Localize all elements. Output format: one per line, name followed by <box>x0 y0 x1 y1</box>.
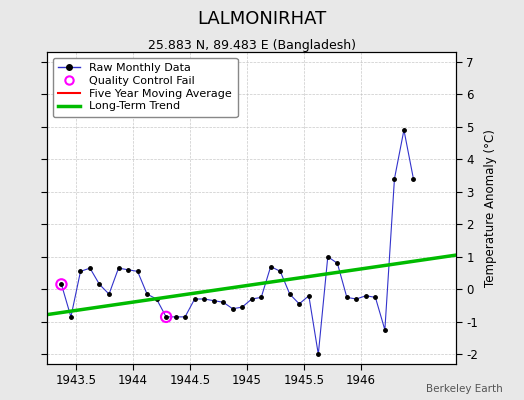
Raw Monthly Data <box>154 297 160 302</box>
Raw Monthly Data <box>230 306 236 311</box>
Raw Monthly Data <box>125 267 131 272</box>
Raw Monthly Data <box>201 297 208 302</box>
Raw Monthly Data <box>135 269 141 274</box>
Raw Monthly Data <box>172 314 179 319</box>
Raw Monthly Data <box>248 297 255 302</box>
Legend: Raw Monthly Data, Quality Control Fail, Five Year Moving Average, Long-Term Tren: Raw Monthly Data, Quality Control Fail, … <box>53 58 238 117</box>
Raw Monthly Data <box>182 314 188 319</box>
Raw Monthly Data <box>315 352 321 357</box>
Raw Monthly Data <box>115 266 122 270</box>
Raw Monthly Data <box>305 293 312 298</box>
Raw Monthly Data <box>211 298 217 303</box>
Raw Monthly Data <box>401 128 407 132</box>
Text: Berkeley Earth: Berkeley Earth <box>427 384 503 394</box>
Raw Monthly Data <box>334 261 341 266</box>
Raw Monthly Data <box>363 293 369 298</box>
Raw Monthly Data <box>258 295 265 300</box>
Quality Control Fail <box>162 314 170 320</box>
Raw Monthly Data <box>163 314 169 319</box>
Raw Monthly Data <box>68 314 74 319</box>
Raw Monthly Data <box>58 282 64 287</box>
Line: Raw Monthly Data: Raw Monthly Data <box>60 128 415 356</box>
Raw Monthly Data <box>353 297 359 302</box>
Raw Monthly Data <box>144 292 150 296</box>
Raw Monthly Data <box>287 292 293 296</box>
Raw Monthly Data <box>410 176 417 181</box>
Raw Monthly Data <box>325 254 331 259</box>
Quality Control Fail <box>57 281 66 288</box>
Raw Monthly Data <box>381 328 388 332</box>
Raw Monthly Data <box>391 176 398 181</box>
Raw Monthly Data <box>96 282 103 287</box>
Raw Monthly Data <box>277 269 283 274</box>
Text: LALMONIRHAT: LALMONIRHAT <box>198 10 326 28</box>
Raw Monthly Data <box>296 302 302 306</box>
Raw Monthly Data <box>78 269 84 274</box>
Raw Monthly Data <box>239 305 245 310</box>
Y-axis label: Temperature Anomaly (°C): Temperature Anomaly (°C) <box>484 129 497 287</box>
Raw Monthly Data <box>87 266 93 270</box>
Raw Monthly Data <box>191 297 198 302</box>
Raw Monthly Data <box>220 300 226 305</box>
Raw Monthly Data <box>344 295 350 300</box>
Raw Monthly Data <box>372 295 378 300</box>
Title: 25.883 N, 89.483 E (Bangladesh): 25.883 N, 89.483 E (Bangladesh) <box>148 39 355 52</box>
Raw Monthly Data <box>106 292 112 296</box>
Raw Monthly Data <box>268 264 274 269</box>
